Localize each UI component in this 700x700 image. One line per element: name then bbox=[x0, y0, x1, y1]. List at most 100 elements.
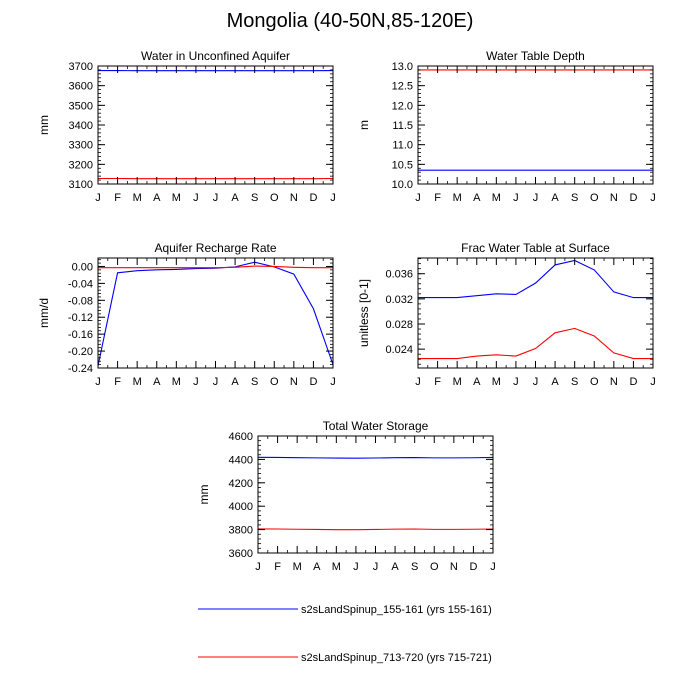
y-tick-label: -0.16 bbox=[68, 329, 93, 341]
x-tick-label: M bbox=[133, 376, 142, 388]
chart-panel-2: Water Table Depth m 10.0 10.5 11.0 11.5 12.0 12… bbox=[357, 49, 656, 204]
x-tick-label: J bbox=[650, 192, 656, 204]
legend: s2sLandSpinup_155-161 (yrs 155-161) s2sLa… bbox=[198, 604, 492, 664]
x-tick-label: A bbox=[473, 376, 481, 388]
x-tick-label: J bbox=[513, 376, 519, 388]
x-tick-label: O bbox=[270, 376, 279, 388]
y-tick-label: 4000 bbox=[229, 501, 253, 513]
y-tick-label: 13.0 bbox=[392, 61, 413, 73]
y-axis-label: mm/d bbox=[37, 298, 51, 328]
plot-frame bbox=[417, 257, 654, 369]
chart-title: Water Table Depth bbox=[486, 49, 585, 63]
y-tick-label: 3700 bbox=[69, 61, 93, 73]
y-tick-label: 0.032 bbox=[385, 294, 413, 306]
y-tick-label: 3800 bbox=[229, 525, 253, 537]
x-tick-label: F bbox=[434, 192, 441, 204]
x-tick-label: S bbox=[571, 376, 578, 388]
chart-panel-4: Frac Water Table at Surface unitless [0-1… bbox=[357, 241, 656, 388]
x-tick-label: J bbox=[330, 376, 336, 388]
y-axis-label: mm bbox=[37, 115, 51, 135]
x-tick-label: A bbox=[391, 561, 399, 573]
x-tick-label: J bbox=[533, 376, 539, 388]
x-tick-label: A bbox=[153, 376, 161, 388]
chart-panel-1: Water in Unconfined Aquifer mm 3100 3200 330… bbox=[37, 49, 336, 204]
series-line-red bbox=[98, 265, 333, 269]
figure-title: Mongolia (40-50N,85-120E) bbox=[226, 10, 474, 32]
x-tick-label: J bbox=[95, 376, 101, 388]
y-axis-label: mm bbox=[197, 485, 211, 505]
x-tick-label: M bbox=[492, 376, 501, 388]
x-tick-label: M bbox=[172, 192, 181, 204]
x-tick-label: M bbox=[332, 561, 341, 573]
x-tick-label: F bbox=[114, 376, 121, 388]
x-tick-label: F bbox=[434, 376, 441, 388]
chart-panel-3: Aquifer Recharge Rate mm/d -0.24 -0.20 -0.16… bbox=[37, 241, 336, 388]
x-tick-label: D bbox=[469, 561, 477, 573]
x-tick-label: J bbox=[213, 376, 219, 388]
x-tick-label: J bbox=[490, 561, 496, 573]
x-tick-label: F bbox=[114, 192, 121, 204]
x-tick-label: J bbox=[353, 561, 359, 573]
x-tick-label: A bbox=[313, 561, 321, 573]
x-tick-label: N bbox=[290, 192, 298, 204]
chart-panel-5: Total Water Storage mm 3600 3800 4000 4200 440… bbox=[197, 419, 496, 573]
plot-frame bbox=[417, 65, 654, 185]
y-tick-label: 4600 bbox=[229, 431, 253, 443]
x-tick-label: A bbox=[231, 376, 239, 388]
series-line-blue bbox=[97, 261, 334, 366]
y-tick-label: -0.08 bbox=[68, 295, 93, 307]
y-axis-label: unitless [0-1] bbox=[357, 279, 371, 347]
y-tick-label: 3600 bbox=[229, 548, 253, 560]
series-line-red bbox=[257, 528, 494, 531]
y-tick-label: 12.0 bbox=[392, 100, 413, 112]
y-tick-label: -0.24 bbox=[68, 363, 93, 375]
x-tick-label: O bbox=[430, 561, 439, 573]
x-tick-label: M bbox=[133, 192, 142, 204]
x-tick-label: J bbox=[213, 192, 219, 204]
y-tick-label: -0.04 bbox=[68, 278, 93, 290]
x-tick-label: D bbox=[309, 192, 317, 204]
y-tick-label: 11.0 bbox=[392, 140, 413, 152]
x-tick-label: O bbox=[270, 192, 279, 204]
y-tick-label: 3200 bbox=[69, 159, 93, 171]
y-tick-label: 11.5 bbox=[392, 120, 413, 132]
x-tick-label: N bbox=[290, 376, 298, 388]
series-line-red bbox=[418, 327, 653, 360]
y-tick-label: -0.20 bbox=[68, 346, 93, 358]
chart-title: Water in Unconfined Aquifer bbox=[141, 49, 290, 63]
x-tick-label: S bbox=[571, 192, 578, 204]
y-tick-label: 4200 bbox=[229, 478, 253, 490]
y-tick-label: 0.00 bbox=[72, 261, 93, 273]
series-line-blue bbox=[257, 456, 494, 459]
x-tick-label: J bbox=[330, 192, 336, 204]
y-tick-label: 3400 bbox=[69, 120, 93, 132]
x-tick-label: J bbox=[533, 192, 539, 204]
x-tick-label: M bbox=[453, 192, 462, 204]
x-tick-label: D bbox=[629, 376, 637, 388]
x-tick-label: N bbox=[610, 376, 618, 388]
x-tick-label: F bbox=[274, 561, 281, 573]
x-tick-label: S bbox=[411, 561, 418, 573]
x-tick-label: J bbox=[650, 376, 656, 388]
x-tick-label: M bbox=[453, 376, 462, 388]
x-tick-label: N bbox=[450, 561, 458, 573]
legend-label: s2sLandSpinup_713-720 (yrs 715-721) bbox=[301, 652, 492, 664]
x-tick-label: O bbox=[590, 376, 599, 388]
x-tick-label: J bbox=[513, 192, 519, 204]
y-tick-label: -0.12 bbox=[68, 312, 93, 324]
x-tick-label: J bbox=[193, 192, 199, 204]
x-tick-label: A bbox=[551, 376, 559, 388]
x-tick-label: D bbox=[309, 376, 317, 388]
x-tick-label: A bbox=[473, 192, 481, 204]
x-tick-label: M bbox=[172, 376, 181, 388]
plot-frame bbox=[257, 435, 494, 554]
x-tick-label: J bbox=[193, 376, 199, 388]
y-tick-label: 12.5 bbox=[392, 81, 413, 93]
x-tick-label: M bbox=[293, 561, 302, 573]
x-tick-label: N bbox=[610, 192, 618, 204]
y-tick-label: 3600 bbox=[69, 81, 93, 93]
x-tick-label: J bbox=[255, 561, 261, 573]
y-tick-label: 10.5 bbox=[392, 159, 413, 171]
x-tick-label: A bbox=[551, 192, 559, 204]
chart-title: Aquifer Recharge Rate bbox=[154, 241, 276, 255]
